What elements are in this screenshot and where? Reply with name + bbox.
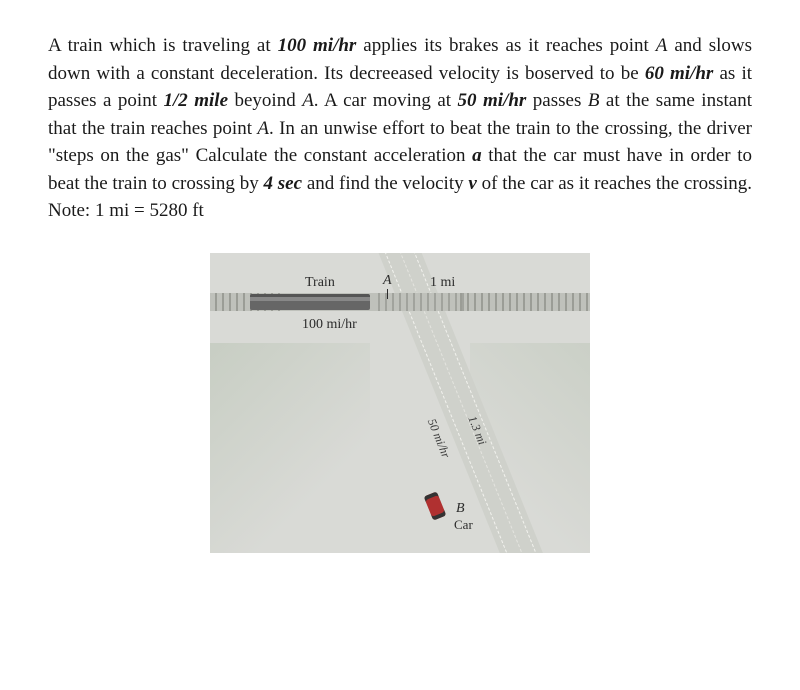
em-A2: A (302, 90, 314, 111)
label-train-speed: 100 mi/hr (302, 317, 357, 333)
label-train: Train (305, 275, 335, 291)
t6: passes (526, 90, 588, 111)
label-car: Car (454, 517, 473, 533)
em-B: B (588, 90, 600, 111)
t4: beyoind (228, 90, 302, 111)
t0: A train which is traveling at (48, 35, 278, 56)
label-point-a: A (383, 273, 392, 289)
car-icon (424, 491, 447, 520)
t1: applies its brakes as it reaches point (356, 35, 655, 56)
em-v: v (468, 173, 476, 194)
diagram-container: Train A 1 mi 100 mi/hr 50 mi/hr 1.3 mi B… (48, 253, 752, 553)
terrain-left (210, 343, 370, 553)
em-4sec: 4 sec (263, 173, 302, 194)
em-a: a (472, 145, 482, 166)
rail-ties-right (460, 293, 590, 311)
label-point-b: B (456, 501, 465, 517)
em-A3: A (257, 118, 269, 139)
em-v-train-later: 60 mi/hr (645, 63, 713, 84)
diagram: Train A 1 mi 100 mi/hr 50 mi/hr 1.3 mi B… (210, 253, 590, 553)
em-A1: A (656, 35, 668, 56)
label-one-mi: 1 mi (430, 275, 455, 291)
em-v-car: 50 mi/hr (458, 90, 527, 111)
problem-statement: A train which is traveling at 100 mi/hr … (48, 32, 752, 225)
rail-ties-mid (378, 293, 466, 311)
em-half-mile: 1/2 mile (163, 90, 228, 111)
em-v-train-init: 100 mi/hr (278, 35, 357, 56)
t5: . A car moving at (314, 90, 458, 111)
train-icon (250, 294, 370, 310)
t10: and find the velocity (302, 173, 468, 194)
